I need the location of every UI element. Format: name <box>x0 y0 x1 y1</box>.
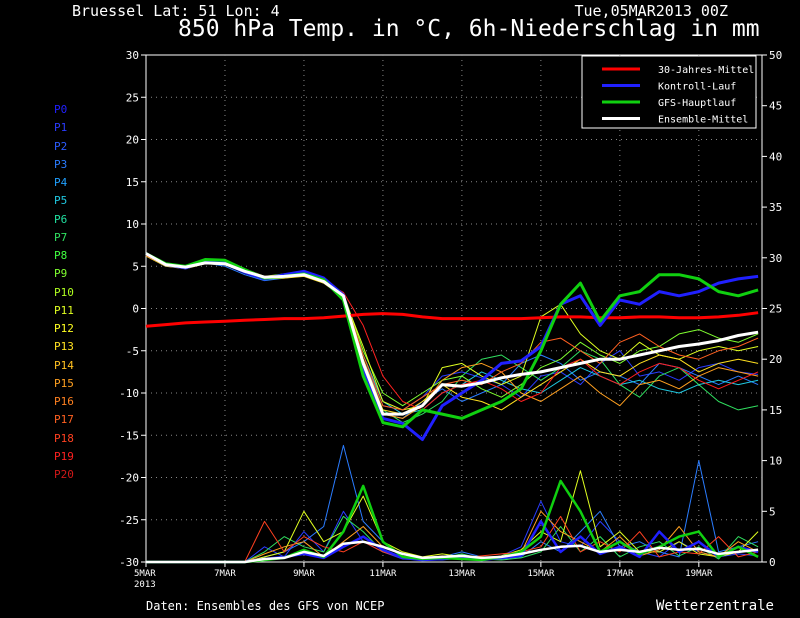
precip-member-line <box>146 500 759 563</box>
member-label: P4 <box>54 176 68 189</box>
member-label: P5 <box>54 194 68 208</box>
legend-label: Kontroll-Lauf <box>658 82 736 93</box>
ensemble-mean-line <box>145 252 759 416</box>
member-label: P7 <box>54 230 68 244</box>
temp-tick-label: -25 <box>119 514 139 527</box>
date-tick-label: 19MAR <box>685 569 713 579</box>
temp-tick-label: 25 <box>126 91 139 104</box>
chart-title: 850 hPa Temp. in °C, 6h-Niederschlag in … <box>178 16 760 42</box>
temp-tick-label: -15 <box>119 429 139 442</box>
precip-tick-label: 25 <box>769 303 782 316</box>
temp-tick-label: -5 <box>126 345 139 358</box>
temp-tick-label: 10 <box>126 218 139 231</box>
date-tick-label: 5MAR <box>134 569 156 579</box>
member-label: P8 <box>54 249 68 262</box>
precip-gfs-main-line <box>146 479 759 564</box>
temp-tick-label: -10 <box>119 387 139 400</box>
member-label: P14 <box>54 358 74 372</box>
temp-member-line <box>145 253 759 419</box>
precip-tick-label: 5 <box>769 505 776 518</box>
temp-tick-label: 30 <box>126 49 139 62</box>
member-label: P6 <box>54 212 68 226</box>
legend-label: Ensemble-Mittel <box>658 115 748 126</box>
member-label: P13 <box>54 340 74 354</box>
temp-member-line <box>145 253 759 419</box>
precip-tick-label: 40 <box>769 150 782 163</box>
member-label: P2 <box>54 139 68 153</box>
member-label: P1 <box>54 121 68 135</box>
temp-tick-label: -20 <box>119 472 139 485</box>
member-label: P18 <box>54 431 74 445</box>
temp-tick-label: 20 <box>126 134 139 147</box>
member-label: P17 <box>54 413 74 427</box>
legend-label: GFS-Hauptlauf <box>658 98 736 109</box>
member-label: P20 <box>54 468 74 481</box>
date-tick-label: 9MAR <box>293 569 315 579</box>
date-tick-label: 17MAR <box>606 569 634 579</box>
member-label: P3 <box>54 157 68 171</box>
plot-frame <box>145 54 763 563</box>
brand-label: Wetterzentrale <box>655 598 774 614</box>
temp-tick-label: -30 <box>119 556 139 569</box>
temp-member-line <box>145 254 759 424</box>
precip-tick-label: 20 <box>769 353 782 366</box>
precip-tick-label: 35 <box>769 201 782 214</box>
temp-tick-label: 5 <box>132 260 139 273</box>
member-label: P19 <box>54 449 74 463</box>
temp-tick-label: 15 <box>126 176 139 189</box>
temp-tick-label: 0 <box>132 303 139 316</box>
member-label: P12 <box>54 322 74 335</box>
location-label: Bruessel Lat: 51 Lon: 4 <box>72 2 280 20</box>
run-date-label: Tue,05MAR2013 00Z <box>574 2 728 20</box>
member-label: P11 <box>54 303 74 317</box>
member-label: P10 <box>54 285 74 299</box>
date-tick-label: 15MAR <box>527 569 555 579</box>
legend-label: 30-Jahres-Mittel <box>658 65 754 76</box>
precip-tick-label: 50 <box>769 49 782 62</box>
member-label: P9 <box>54 267 68 281</box>
date-tick-label: 7MAR <box>214 569 236 579</box>
date-tick-label: 11MAR <box>369 569 397 579</box>
precip-ensemble-mean-line <box>146 540 759 564</box>
year-label: 2013 <box>134 580 156 590</box>
climatology-line <box>145 311 759 328</box>
member-label: P0 <box>54 103 68 116</box>
date-tick-label: 13MAR <box>448 569 476 579</box>
member-list: P0 P1 P2 P3 P4 P5 P6 P7 P8 P9 P10 P11 P12 P13 P14 P15 P1… <box>54 101 74 484</box>
member-label: P16 <box>54 395 74 408</box>
precip-tick-label: 45 <box>769 100 782 113</box>
precip-tick-label: 0 <box>769 556 776 569</box>
control-run-line <box>145 252 759 441</box>
data-credit: Daten: Ensembles des GFS von NCEP <box>146 599 385 613</box>
member-label: P15 <box>54 376 74 390</box>
precip-tick-label: 30 <box>769 252 782 265</box>
precip-tick-label: 10 <box>769 455 782 468</box>
precip-tick-label: 15 <box>769 404 782 417</box>
